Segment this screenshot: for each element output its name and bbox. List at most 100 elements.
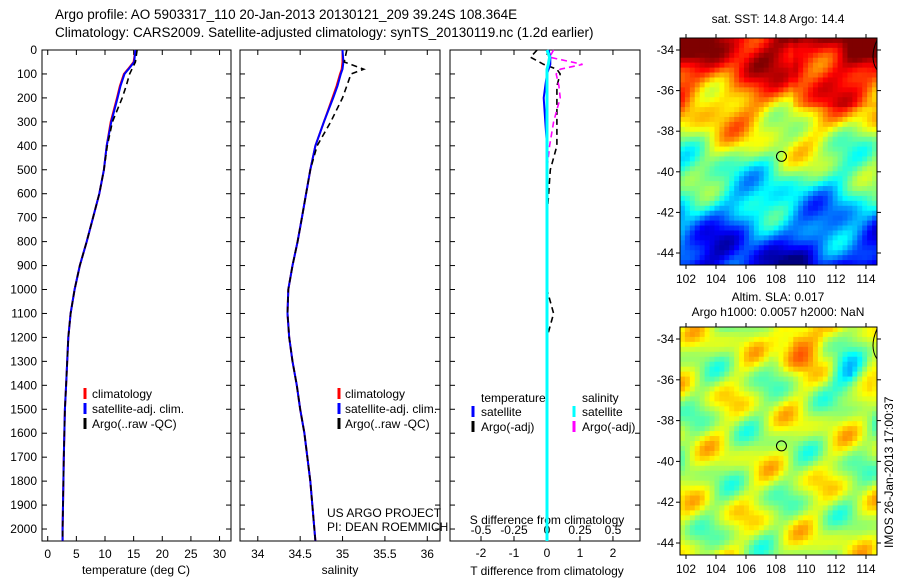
- map-cell: [704, 72, 710, 78]
- map-cell: [719, 72, 725, 78]
- map-cell: [862, 460, 868, 467]
- map-cell: [684, 38, 691, 44]
- map-cell: [808, 475, 814, 482]
- map-cell: [724, 250, 730, 256]
- map-cell: [680, 535, 686, 541]
- map-cell: [783, 510, 789, 516]
- map-cell: [680, 156, 686, 162]
- map-cell: [699, 530, 706, 536]
- map-cell: [748, 406, 755, 412]
- map-cell: [709, 255, 715, 261]
- map-cell: [867, 356, 873, 363]
- map-cell: [729, 235, 735, 241]
- map-cell: [709, 250, 715, 256]
- map-cell: [680, 166, 686, 172]
- map-cell: [744, 77, 750, 83]
- map-cell: [758, 386, 765, 392]
- map-cell: [798, 436, 804, 442]
- y-tick-label: 1600: [10, 426, 37, 440]
- map-cell: [827, 475, 834, 482]
- map-frame: [679, 326, 878, 556]
- map-cell: [714, 107, 720, 113]
- map-cell: [862, 161, 868, 167]
- map-cell: [694, 351, 701, 358]
- map-cell: [719, 485, 725, 491]
- map-cell: [680, 450, 686, 457]
- map-cell: [680, 176, 686, 182]
- map-cell: [812, 195, 819, 202]
- map-cell: [704, 146, 710, 152]
- map-cell: [763, 396, 770, 402]
- map-cell: [872, 530, 878, 536]
- map-cell: [699, 151, 706, 157]
- map-cell: [852, 416, 858, 422]
- map-cell: [729, 376, 735, 382]
- map-cell: [734, 391, 740, 397]
- map-cell: [842, 38, 848, 44]
- map-cell: [704, 401, 710, 407]
- map-cell: [694, 490, 701, 496]
- map-cell: [699, 331, 706, 338]
- map-cell: [729, 465, 735, 472]
- map-cell: [709, 200, 715, 207]
- map-cell: [832, 480, 838, 487]
- map-cell: [753, 351, 760, 358]
- map-cell: [862, 210, 868, 217]
- map-cell: [724, 366, 730, 373]
- map-cell: [680, 87, 686, 93]
- map-cell: [719, 245, 725, 251]
- map-cell: [778, 515, 784, 521]
- map-cell: [709, 336, 715, 343]
- map-cell: [699, 57, 706, 64]
- map-cell: [837, 116, 843, 123]
- map-cell: [719, 250, 725, 256]
- map-cell: [793, 112, 799, 118]
- map-cell: [763, 406, 770, 412]
- map-cell: [822, 97, 829, 103]
- map-cell: [788, 401, 794, 407]
- map-cell: [808, 540, 814, 546]
- map-cell: [729, 505, 735, 511]
- map-cell: [847, 450, 853, 457]
- map-cell: [680, 386, 686, 392]
- map-cell: [857, 500, 863, 506]
- map-cell: [852, 57, 858, 64]
- map-cell: [763, 500, 770, 506]
- map-cell: [822, 545, 829, 551]
- map-cell: [768, 87, 774, 93]
- map-cell: [744, 136, 750, 143]
- map-cell: [827, 166, 834, 172]
- map-cell: [699, 171, 706, 177]
- map-cell: [847, 62, 853, 69]
- map-cell: [680, 356, 686, 363]
- map-cell: [812, 376, 819, 382]
- map-cell: [808, 416, 814, 422]
- y-tick-label: 1000: [10, 283, 37, 297]
- y-tick-label: 900: [17, 259, 37, 273]
- map-cell: [704, 535, 710, 541]
- map-cell: [753, 386, 760, 392]
- map-cell: [739, 131, 745, 138]
- map-cell: [872, 67, 878, 73]
- map-cell: [867, 470, 873, 477]
- map-cell: [689, 52, 696, 59]
- map-cell: [729, 455, 735, 462]
- map-cell: [753, 331, 760, 338]
- map-cell: [694, 416, 701, 422]
- map-cell: [867, 260, 873, 266]
- map-cell: [694, 540, 701, 546]
- map-cell: [680, 346, 686, 353]
- map-cell: [778, 436, 784, 442]
- map-cell: [758, 351, 765, 358]
- map-cell: [788, 431, 794, 437]
- map-cell: [867, 116, 873, 123]
- map-cell: [803, 42, 809, 49]
- map-cell: [803, 331, 809, 338]
- map-cell: [709, 195, 715, 202]
- map-cell: [852, 361, 858, 368]
- map-cell: [817, 386, 824, 392]
- map-cell: [857, 401, 863, 407]
- map-cell: [852, 376, 858, 382]
- map-cell: [709, 460, 715, 467]
- map-cell: [724, 195, 730, 202]
